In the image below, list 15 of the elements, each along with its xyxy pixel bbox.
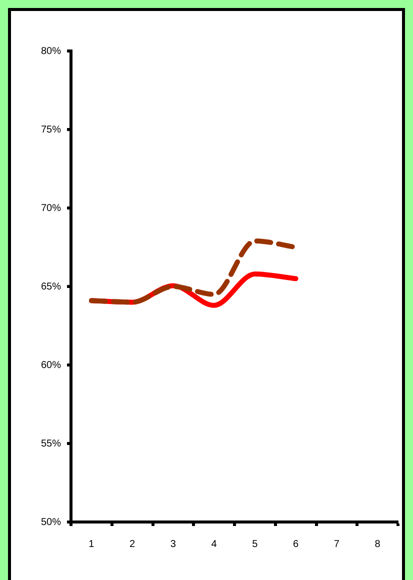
y-tick-label: 60% <box>41 360 62 371</box>
x-tick-label: 4 <box>211 538 218 550</box>
x-tick-label: 1 <box>88 538 95 550</box>
y-tick-label: 65% <box>41 281 62 292</box>
x-tick-label: 8 <box>374 538 381 550</box>
x-tick-label: 3 <box>170 538 176 550</box>
y-tick-label: 75% <box>41 124 62 136</box>
x-tick-label: 2 <box>130 538 136 550</box>
y-tick-label: 70% <box>41 202 62 214</box>
x-tick-label: 5 <box>252 538 258 550</box>
y-tick-label: 55% <box>41 438 62 450</box>
x-tick-label: 7 <box>334 538 340 550</box>
x-tick-label: 6 <box>293 538 300 550</box>
y-tick-label: 50% <box>41 516 62 528</box>
y-tick-label: 80% <box>41 46 62 57</box>
